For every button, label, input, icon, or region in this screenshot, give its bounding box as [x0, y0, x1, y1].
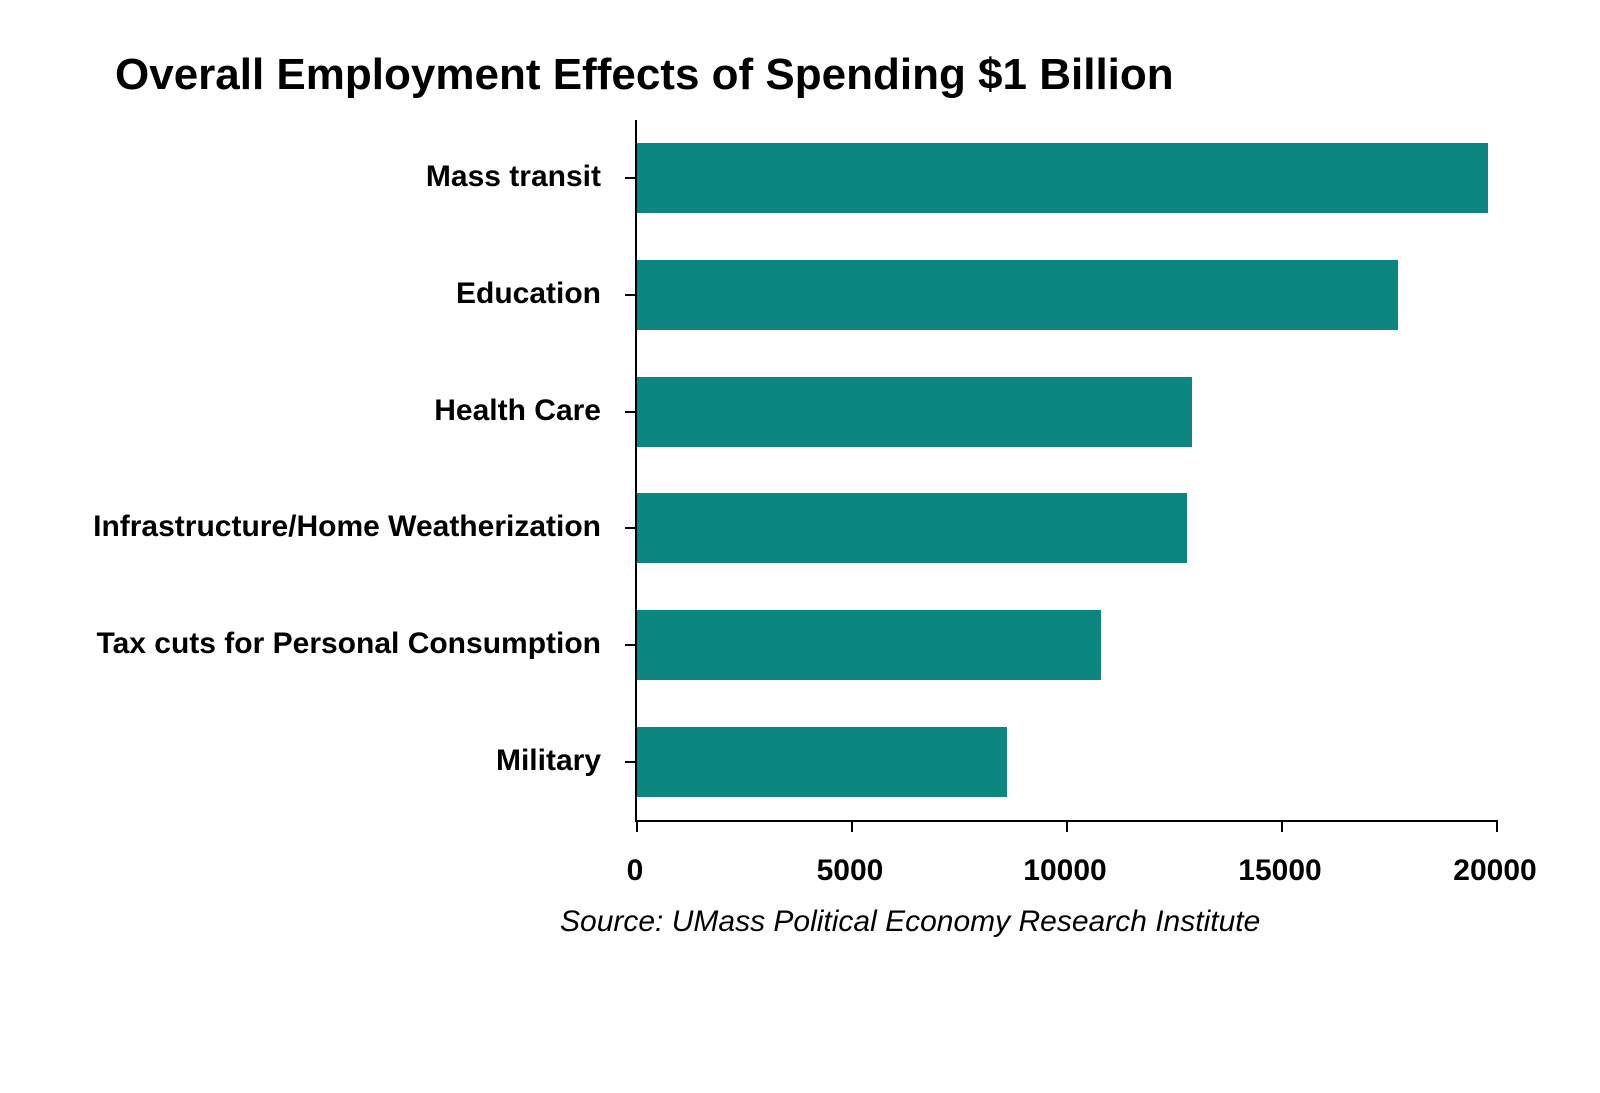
y-axis-label: Mass transit	[41, 160, 601, 194]
y-axis-label: Military	[41, 744, 601, 778]
y-tick	[625, 411, 637, 413]
x-axis-label: 15000	[1210, 854, 1350, 888]
bar	[637, 377, 1192, 447]
y-tick	[625, 527, 637, 529]
y-tick	[625, 644, 637, 646]
chart-source: Source: UMass Political Economy Research…	[560, 905, 1260, 939]
bar	[637, 143, 1488, 213]
x-axis-label: 10000	[995, 854, 1135, 888]
y-axis-label: Education	[41, 277, 601, 311]
bar	[637, 727, 1007, 797]
y-axis-label: Health Care	[41, 394, 601, 428]
bar	[637, 260, 1398, 330]
y-tick	[625, 177, 637, 179]
bar	[637, 610, 1101, 680]
x-axis-label: 5000	[780, 854, 920, 888]
y-axis-label: Tax cuts for Personal Consumption	[41, 627, 601, 661]
x-tick	[636, 820, 638, 832]
y-tick	[625, 294, 637, 296]
x-tick	[1281, 820, 1283, 832]
y-tick	[625, 761, 637, 763]
y-axis-label: Infrastructure/Home Weatherization	[41, 510, 601, 544]
bar	[637, 493, 1187, 563]
x-tick	[1496, 820, 1498, 832]
x-tick	[851, 820, 853, 832]
chart-container: Overall Employment Effects of Spending $…	[0, 0, 1600, 1093]
x-axis-label: 20000	[1425, 854, 1565, 888]
x-axis-label: 0	[565, 854, 705, 888]
chart-title: Overall Employment Effects of Spending $…	[115, 50, 1174, 100]
plot-area	[635, 120, 1497, 822]
x-tick	[1066, 820, 1068, 832]
